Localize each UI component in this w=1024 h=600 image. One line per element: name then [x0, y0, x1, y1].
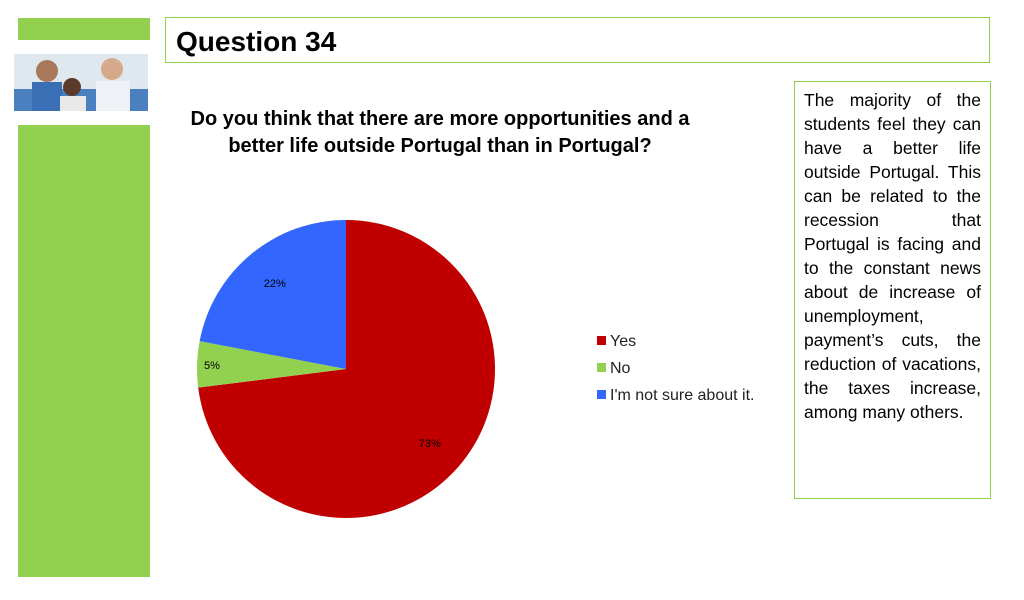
- header-title: Question 34: [176, 26, 337, 57]
- photo: [14, 54, 148, 111]
- data-label: 22%: [264, 278, 286, 290]
- legend-swatch: [597, 363, 606, 372]
- legend-swatch: [597, 390, 606, 399]
- accent-bar: [18, 18, 150, 40]
- chart-title: Do you think that there are more opportu…: [190, 108, 690, 157]
- legend-label: I'm not sure about it.: [610, 387, 754, 404]
- note-text: The majority of the students feel they c…: [794, 81, 991, 499]
- legend-label: Yes: [610, 333, 636, 350]
- chart: 73% 5% 22% Yes No I'm not sure about it.: [197, 220, 754, 518]
- pie-slice: [199, 220, 346, 369]
- data-label: 5%: [204, 360, 220, 372]
- legend-label: No: [610, 360, 631, 377]
- data-label: 73%: [419, 438, 441, 450]
- legend-swatch: [597, 336, 606, 345]
- header-box: Question 34: [165, 17, 990, 63]
- pie-slice: [198, 220, 495, 518]
- pie-slice: [197, 341, 346, 388]
- side-bar: [18, 125, 150, 577]
